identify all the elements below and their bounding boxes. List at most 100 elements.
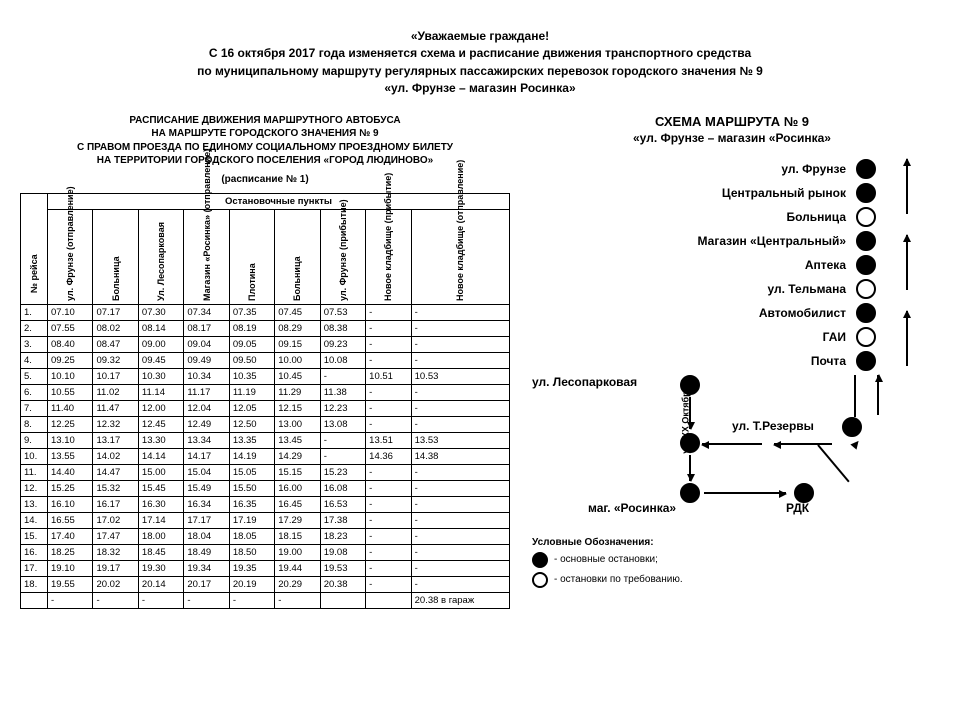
table-cell: 4. bbox=[21, 352, 48, 368]
legend-row: - основные остановки; bbox=[532, 552, 932, 568]
table-cell: 17.02 bbox=[93, 512, 138, 528]
table-cell: 09.32 bbox=[93, 352, 138, 368]
arrowhead bbox=[850, 438, 861, 449]
table-cell: 09.25 bbox=[48, 352, 93, 368]
table-cell: 08.17 bbox=[184, 320, 229, 336]
table-cell: 7. bbox=[21, 400, 48, 416]
table-cell: - bbox=[411, 496, 509, 512]
table-cell: 07.30 bbox=[138, 304, 183, 320]
title-line: РАСПИСАНИЕ ДВИЖЕНИЯ МАРШРУТНОГО АВТОБУСА bbox=[20, 114, 510, 128]
table-cell: 13.00 bbox=[275, 416, 320, 432]
table-row: 10.13.5514.0214.1414.1714.1914.29-14.361… bbox=[21, 448, 510, 464]
table-cell: - bbox=[138, 592, 183, 608]
schedule-title: РАСПИСАНИЕ ДВИЖЕНИЯ МАРШРУТНОГО АВТОБУСА… bbox=[20, 114, 510, 168]
table-cell: 07.34 bbox=[184, 304, 229, 320]
col-header: Больница bbox=[111, 211, 121, 301]
table-cell: 11.19 bbox=[229, 384, 274, 400]
table-cell: 12.15 bbox=[275, 400, 320, 416]
table-cell: 20.38 в гараж bbox=[411, 592, 509, 608]
table-cell: 09.23 bbox=[320, 336, 365, 352]
table-cell: 13.35 bbox=[229, 432, 274, 448]
table-cell: 10.45 bbox=[275, 368, 320, 384]
table-cell: 11.17 bbox=[184, 384, 229, 400]
table-cell: 12.04 bbox=[184, 400, 229, 416]
announce-line: «Уважаемые граждане! bbox=[20, 28, 940, 45]
stop-row: Аптека bbox=[532, 255, 932, 275]
announce-line: С 16 октября 2017 года изменяется схема … bbox=[20, 45, 940, 62]
table-row: 6.10.5511.0211.1411.1711.1911.2911.38-- bbox=[21, 384, 510, 400]
table-cell: 09.45 bbox=[138, 352, 183, 368]
table-cell: 19.10 bbox=[48, 560, 93, 576]
table-cell: 18.25 bbox=[48, 544, 93, 560]
arrow-up bbox=[877, 375, 879, 415]
legend: Условные Обозначения: - основные останов… bbox=[532, 537, 932, 588]
table-row: 13.16.1016.1716.3016.3416.3516.4516.53-- bbox=[21, 496, 510, 512]
col-header: Плотина bbox=[247, 211, 257, 301]
table-cell: 16.00 bbox=[275, 480, 320, 496]
table-cell: - bbox=[411, 304, 509, 320]
schedule-table: № рейса Остановочные пункты ул. Фрунзе (… bbox=[20, 193, 510, 609]
table-cell: - bbox=[320, 432, 365, 448]
table-cell: 13. bbox=[21, 496, 48, 512]
table-cell bbox=[366, 592, 411, 608]
table-cell: 10.08 bbox=[320, 352, 365, 368]
table-cell: - bbox=[411, 560, 509, 576]
table-cell: 15.23 bbox=[320, 464, 365, 480]
table-cell: - bbox=[411, 336, 509, 352]
table-row: 11.14.4014.4715.0015.0415.0515.1515.23-- bbox=[21, 464, 510, 480]
table-cell: - bbox=[48, 592, 93, 608]
table-cell: 20.29 bbox=[275, 576, 320, 592]
table-row: 5.10.1010.1710.3010.3410.3510.45-10.5110… bbox=[21, 368, 510, 384]
table-cell: 15.50 bbox=[229, 480, 274, 496]
stops-list: ул. ФрунзеЦентральный рынокБольницаМагаз… bbox=[532, 159, 932, 371]
table-cell: - bbox=[366, 336, 411, 352]
table-cell: 13.17 bbox=[93, 432, 138, 448]
col-header: Больница bbox=[292, 211, 302, 301]
table-cell: 19.35 bbox=[229, 560, 274, 576]
table-cell: 17.40 bbox=[48, 528, 93, 544]
page: «Уважаемые граждане! С 16 октября 2017 г… bbox=[0, 0, 960, 609]
table-cell: 09.50 bbox=[229, 352, 274, 368]
title-line: С ПРАВОМ ПРОЕЗДА ПО ЕДИНОМУ СОЦИАЛЬНОМУ … bbox=[20, 141, 510, 155]
table-cell: 10.35 bbox=[229, 368, 274, 384]
table-cell: - bbox=[411, 480, 509, 496]
table-cell: 07.53 bbox=[320, 304, 365, 320]
table-cell: 13.10 bbox=[48, 432, 93, 448]
col-header: ул. Фрунзе (прибытие) bbox=[338, 211, 348, 301]
table-row: 18.19.5520.0220.1420.1720.1920.2920.38-- bbox=[21, 576, 510, 592]
col-group: Остановочные пункты bbox=[48, 193, 510, 209]
table-cell: - bbox=[320, 368, 365, 384]
table-row: ------20.38 в гараж bbox=[21, 592, 510, 608]
stop-dot bbox=[842, 417, 862, 437]
table-cell: - bbox=[366, 512, 411, 528]
table-cell: 09.05 bbox=[229, 336, 274, 352]
table-cell: 14.40 bbox=[48, 464, 93, 480]
table-cell: 07.45 bbox=[275, 304, 320, 320]
announcement: «Уважаемые граждане! С 16 октября 2017 г… bbox=[20, 28, 940, 98]
stop-label: Больница bbox=[787, 210, 846, 224]
table-cell: 19.17 bbox=[93, 560, 138, 576]
table-cell: 08.02 bbox=[93, 320, 138, 336]
arrow-left bbox=[702, 443, 762, 445]
table-cell: 16.30 bbox=[138, 496, 183, 512]
table-cell: 11.02 bbox=[93, 384, 138, 400]
table-cell: 12.32 bbox=[93, 416, 138, 432]
stop-dot bbox=[856, 207, 876, 227]
stop-label: ул. Лесопарковая bbox=[532, 375, 637, 389]
col-header: Магазин «Росинка» (отправление) bbox=[202, 211, 212, 301]
table-cell: 14. bbox=[21, 512, 48, 528]
table-cell: 15.05 bbox=[229, 464, 274, 480]
table-cell: 19.34 bbox=[184, 560, 229, 576]
table-cell: 18.50 bbox=[229, 544, 274, 560]
table-cell: 12.49 bbox=[184, 416, 229, 432]
stop-row: Магазин «Центральный» bbox=[532, 231, 932, 251]
table-cell: 18.15 bbox=[275, 528, 320, 544]
table-cell: 16.17 bbox=[93, 496, 138, 512]
announce-line: «ул. Фрунзе – магазин Росинка» bbox=[20, 80, 940, 97]
table-cell: 18.04 bbox=[184, 528, 229, 544]
table-cell: 10.51 bbox=[366, 368, 411, 384]
schedule-section: РАСПИСАНИЕ ДВИЖЕНИЯ МАРШРУТНОГО АВТОБУСА… bbox=[20, 114, 510, 609]
table-cell: 13.53 bbox=[411, 432, 509, 448]
table-cell: - bbox=[366, 320, 411, 336]
table-cell: - bbox=[411, 464, 509, 480]
